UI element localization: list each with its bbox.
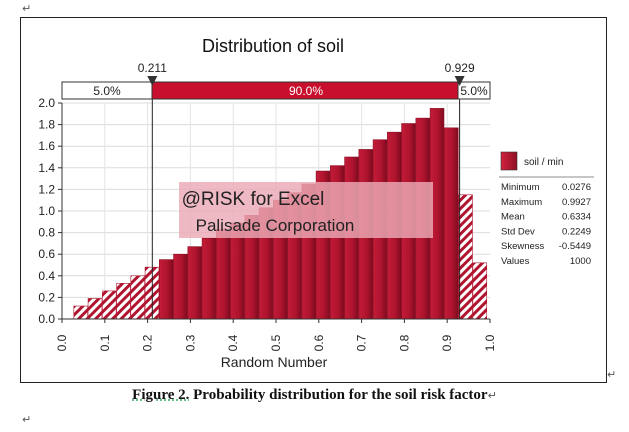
band-left-label: 5.0% xyxy=(93,84,121,98)
y-tick-label: 1.4 xyxy=(38,161,55,175)
legend-label: soil / min xyxy=(524,157,563,168)
right-cutoff-label: 0.929 xyxy=(445,61,475,75)
histogram-chart: @RISK for Excel Palisade Corporation 0.0… xyxy=(38,36,594,370)
probability-band: 5.0% 90.0% 5.0% xyxy=(61,81,491,100)
x-tick-label: 0.1 xyxy=(98,334,112,351)
y-tick-label: 0.0 xyxy=(38,312,55,326)
figure-caption: Figure 2. Probability distribution for t… xyxy=(0,387,629,404)
y-tick-label: 1.8 xyxy=(38,118,55,132)
y-tick-label: 1.0 xyxy=(38,204,55,218)
cutoff-lines xyxy=(151,82,461,319)
x-tick-label: 0.3 xyxy=(183,334,197,351)
legend-swatch xyxy=(500,151,518,171)
x-tick-label: 0.4 xyxy=(226,334,240,351)
right-cutoff-handle[interactable] xyxy=(454,76,465,86)
x-tick-label: 1.0 xyxy=(483,334,497,351)
left-cutoff-handle[interactable] xyxy=(147,76,158,86)
y-axis-ticks: 0.0 0.2 0.4 0.6 0.8 1.0 1.2 1.4 1.6 1.8 2.0 xyxy=(38,96,62,326)
chart-title: Distribution of soil xyxy=(202,36,344,56)
stat-name: Mean xyxy=(501,212,525,223)
stat-value: 0.6334 xyxy=(562,212,591,223)
watermark-line2: Palisade Corporation xyxy=(196,216,355,235)
watermark-box xyxy=(179,182,433,238)
caption-label: Figure 2. xyxy=(132,387,190,403)
paragraph-mark-bottom: ↵ xyxy=(22,413,32,426)
y-tick-label: 0.8 xyxy=(38,226,55,240)
y-tick-label: 2.0 xyxy=(38,96,55,110)
watermark-line1: @RISK for Excel xyxy=(182,189,325,210)
histogram-bar xyxy=(201,237,217,320)
histogram-bar xyxy=(159,259,174,320)
x-tick-label: 0.8 xyxy=(397,334,411,351)
x-tick-label: 0.0 xyxy=(55,334,69,351)
stat-value: -0.5449 xyxy=(559,241,591,252)
y-tick-label: 0.4 xyxy=(38,269,55,283)
histogram-bar xyxy=(173,253,188,320)
caption-text: Probability distribution for the soil ri… xyxy=(193,387,488,403)
y-tick-label: 0.6 xyxy=(38,247,55,261)
chart-frame: @RISK for Excel Palisade Corporation 0.0… xyxy=(20,17,607,383)
left-cutoff-label: 0.211 xyxy=(138,61,167,75)
x-tick-label: 0.5 xyxy=(269,334,283,351)
stat-value: 0.0276 xyxy=(562,182,591,193)
x-axis-title: Random Number xyxy=(221,354,328,370)
stat-name: Std Dev xyxy=(501,226,535,237)
stat-name: Skewness xyxy=(501,241,545,252)
band-right-label: 5.0% xyxy=(460,84,488,98)
x-tick-label: 0.6 xyxy=(312,334,326,351)
stat-value: 0.9927 xyxy=(562,197,591,208)
histogram-bar xyxy=(216,229,231,320)
statistics-table: Minimum 0.0276 Maximum 0.9927 Mean 0.6334 Std … xyxy=(501,182,591,267)
histogram-bar xyxy=(458,194,473,320)
histogram-bar xyxy=(87,298,103,320)
y-tick-label: 1.6 xyxy=(38,139,55,153)
y-tick-label: 0.2 xyxy=(38,290,55,304)
x-tick-label: 0.7 xyxy=(355,334,369,351)
x-tick-label: 0.2 xyxy=(141,334,155,351)
histogram-bar xyxy=(472,262,488,320)
histogram-bar xyxy=(130,275,145,320)
caption-para-mark: ↵ xyxy=(487,389,497,402)
histogram-bar xyxy=(116,283,131,320)
paragraph-mark-right: ↵ xyxy=(607,368,617,381)
y-tick-label: 1.2 xyxy=(38,182,55,196)
stat-value: 1000 xyxy=(570,256,591,267)
x-tick-label: 0.9 xyxy=(440,334,454,351)
histogram-bar xyxy=(444,127,459,320)
histogram-bar xyxy=(102,290,117,320)
stat-name: Values xyxy=(501,256,530,267)
band-right-cell xyxy=(457,81,491,100)
paragraph-mark: ↵ xyxy=(22,2,32,15)
histogram-bar xyxy=(187,246,202,320)
stat-value: 0.2249 xyxy=(562,226,591,237)
legend: soil / min xyxy=(499,151,594,178)
histogram-bar xyxy=(73,305,88,320)
x-axis-ticks: 0.0 0.1 0.2 0.3 0.4 0.5 0.6 0.7 0.8 0.9 1.0 xyxy=(55,319,497,351)
stat-name: Minimum xyxy=(501,182,540,193)
band-middle-label: 90.0% xyxy=(289,84,323,98)
stat-name: Maximum xyxy=(501,197,542,208)
